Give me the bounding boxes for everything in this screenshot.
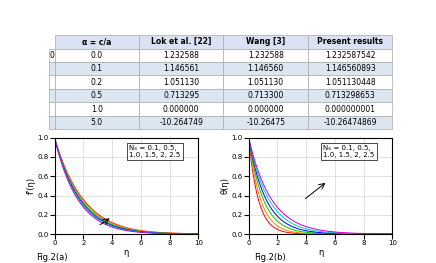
Text: N₆ = 0.1, 0.5,
1.0, 1.5, 2, 2.5: N₆ = 0.1, 0.5, 1.0, 1.5, 2, 2.5	[129, 145, 181, 158]
Text: N₆ = 0.1, 0.5,
1.0, 1.5, 2, 2.5: N₆ = 0.1, 0.5, 1.0, 1.5, 2, 2.5	[324, 145, 375, 158]
X-axis label: η: η	[318, 248, 323, 257]
Text: Fig.2(b): Fig.2(b)	[255, 253, 286, 262]
Text: Fig.2(a): Fig.2(a)	[37, 253, 68, 262]
Y-axis label: θ(η): θ(η)	[221, 177, 230, 194]
X-axis label: η: η	[124, 248, 129, 257]
Y-axis label: f'(η): f'(η)	[27, 177, 36, 194]
